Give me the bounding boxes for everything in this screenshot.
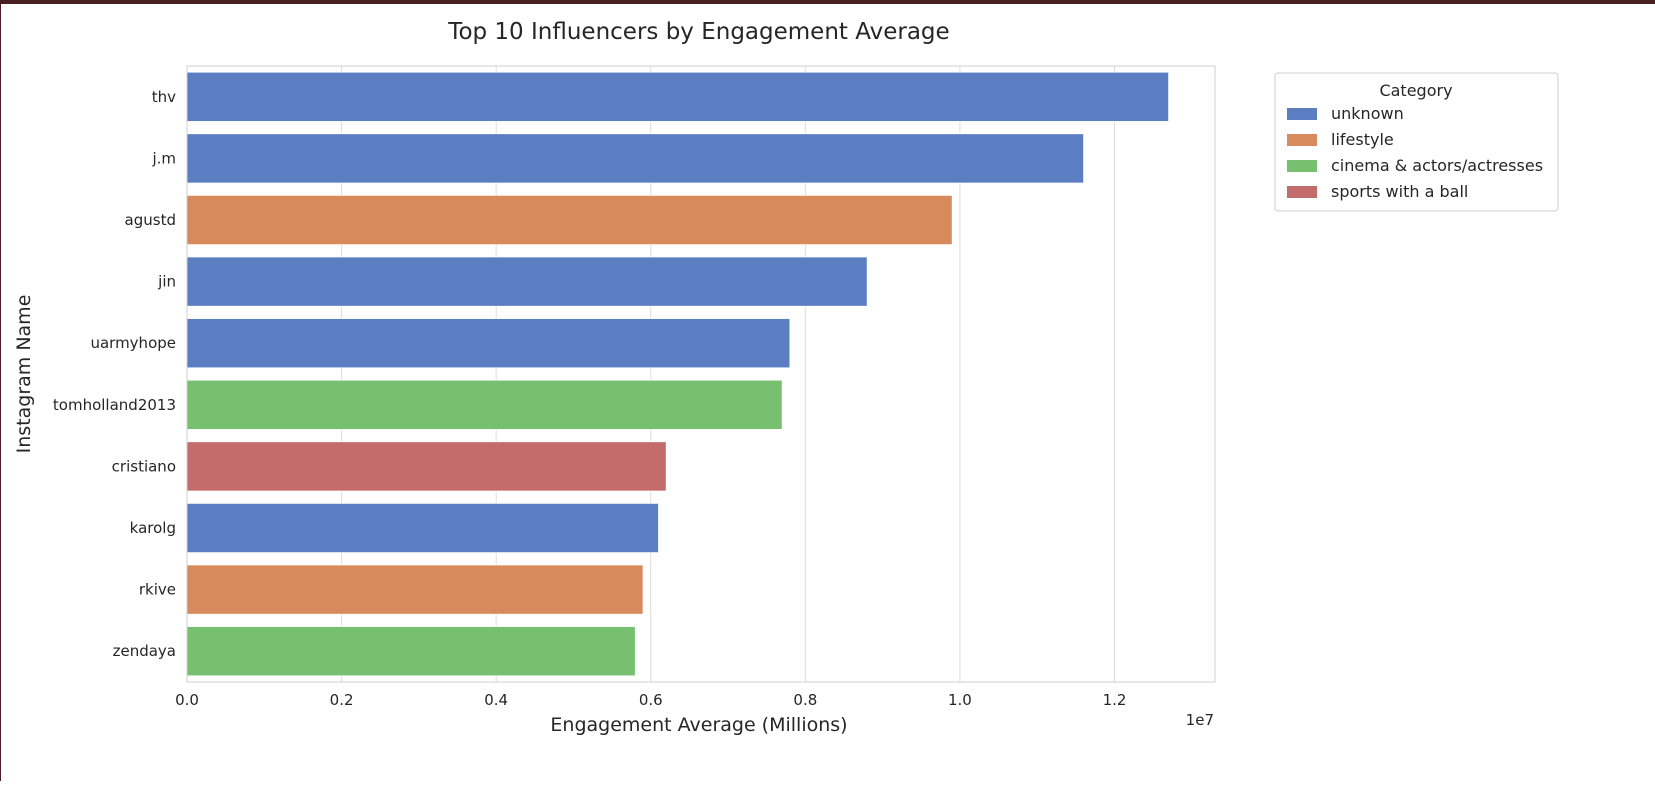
legend-label: unknown bbox=[1331, 104, 1404, 123]
x-tick-label: 1.2 bbox=[1103, 691, 1127, 709]
x-axis-title: Engagement Average (Millions) bbox=[550, 714, 847, 736]
x-tick-label: 0.4 bbox=[484, 691, 508, 709]
x-tick-labels: 0.0 0.2 0.4 0.6 0.8 1.0 1.2 bbox=[175, 691, 1126, 709]
x-tick-label: 0.8 bbox=[793, 691, 817, 709]
bar-cristiano bbox=[186, 441, 667, 492]
y-tick-label: karolg bbox=[130, 519, 176, 537]
legend-swatch bbox=[1287, 134, 1317, 146]
plot-area-border bbox=[186, 65, 1216, 683]
y-tick-label: uarmyhope bbox=[90, 334, 176, 352]
legend-label: lifestyle bbox=[1331, 130, 1394, 149]
x-tick-label: 0.0 bbox=[175, 691, 199, 709]
x-tick-label: 1.0 bbox=[948, 691, 972, 709]
y-tick-label: rkive bbox=[139, 581, 176, 599]
y-tick-label: agustd bbox=[125, 211, 176, 229]
bar-j-m bbox=[186, 133, 1085, 184]
y-tick-label: tomholland2013 bbox=[53, 396, 176, 414]
bar-karolg bbox=[186, 502, 659, 554]
legend-title: Category bbox=[1379, 81, 1452, 100]
x-offset-label: 1e7 bbox=[1186, 711, 1214, 729]
bar-agustd bbox=[186, 194, 953, 246]
bar-tomholland2013 bbox=[186, 379, 783, 430]
legend-label: cinema & actors/actresses bbox=[1331, 156, 1543, 175]
bar-thv bbox=[186, 71, 1170, 122]
legend: Category unknown lifestyle cinema & actors… bbox=[1274, 72, 1559, 212]
bars-group bbox=[186, 71, 1170, 677]
y-tick-label: thv bbox=[152, 88, 176, 106]
x-tick-label: 0.6 bbox=[639, 691, 663, 709]
bar-zendaya bbox=[186, 626, 636, 677]
y-axis-title: Instagram Name bbox=[13, 295, 35, 454]
bar-chart: Top 10 Influencers by Engagement Average… bbox=[13, 19, 1559, 736]
bar-rkive bbox=[186, 564, 644, 615]
y-tick-label: j.m bbox=[151, 149, 176, 167]
y-tick-label: cristiano bbox=[112, 457, 176, 475]
legend-swatch bbox=[1287, 160, 1317, 172]
legend-swatch bbox=[1287, 186, 1317, 198]
y-tick-label: jin bbox=[157, 273, 176, 291]
bar-jin bbox=[186, 256, 868, 307]
chart-title: Top 10 Influencers by Engagement Average bbox=[447, 19, 949, 45]
legend-label: sports with a ball bbox=[1331, 182, 1468, 201]
x-tick-label: 0.2 bbox=[330, 691, 354, 709]
bar-uarmyhope bbox=[186, 318, 791, 369]
legend-box bbox=[1274, 72, 1559, 212]
y-tick-label: zendaya bbox=[113, 642, 176, 660]
legend-swatch bbox=[1287, 108, 1317, 120]
y-tick-labels: thv j.m agustd jin uarmyhope tomholland2013 cr… bbox=[53, 88, 176, 660]
legend-entries: unknown lifestyle cinema & actors/actresse… bbox=[1287, 104, 1543, 201]
